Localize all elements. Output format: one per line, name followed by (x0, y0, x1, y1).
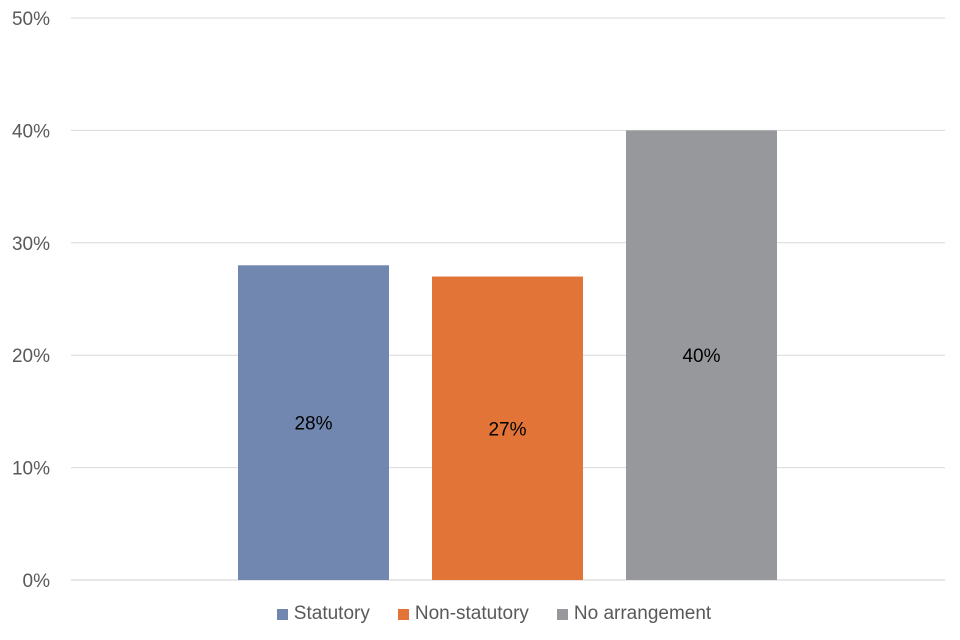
y-tick-label-20: 20% (12, 346, 50, 367)
legend-swatch-no-arrangement (556, 608, 568, 620)
legend-item-statutory: Statutory (276, 603, 370, 625)
data-label-non-statutory: 27% (488, 419, 526, 440)
y-tick-label-40: 40% (12, 121, 50, 142)
y-tick-label-30: 30% (12, 234, 50, 255)
legend-swatch-statutory (276, 608, 288, 620)
data-label-no-arrangement: 40% (682, 346, 720, 367)
bar-no-arrangement (626, 130, 777, 580)
y-tick-label-50: 50% (12, 9, 50, 30)
bar-statutory (238, 265, 389, 580)
y-tick-label-10: 10% (12, 459, 50, 480)
legend-label-statutory: Statutory (293, 603, 370, 624)
legend-swatch-non-statutory (397, 608, 409, 620)
legend-label-non-statutory: Non-statutory (414, 603, 529, 624)
bar-non-statutory (432, 276, 583, 580)
data-label-statutory: 28% (294, 414, 332, 435)
legend-item-non-statutory: Non-statutory (397, 603, 529, 625)
y-tick-label-0: 0% (23, 571, 51, 592)
legend-item-no-arrangement: No arrangement (556, 603, 712, 625)
legend: Statutory Non-statutory No arrangement (0, 601, 960, 627)
legend-label-no-arrangement: No arrangement (573, 603, 712, 624)
